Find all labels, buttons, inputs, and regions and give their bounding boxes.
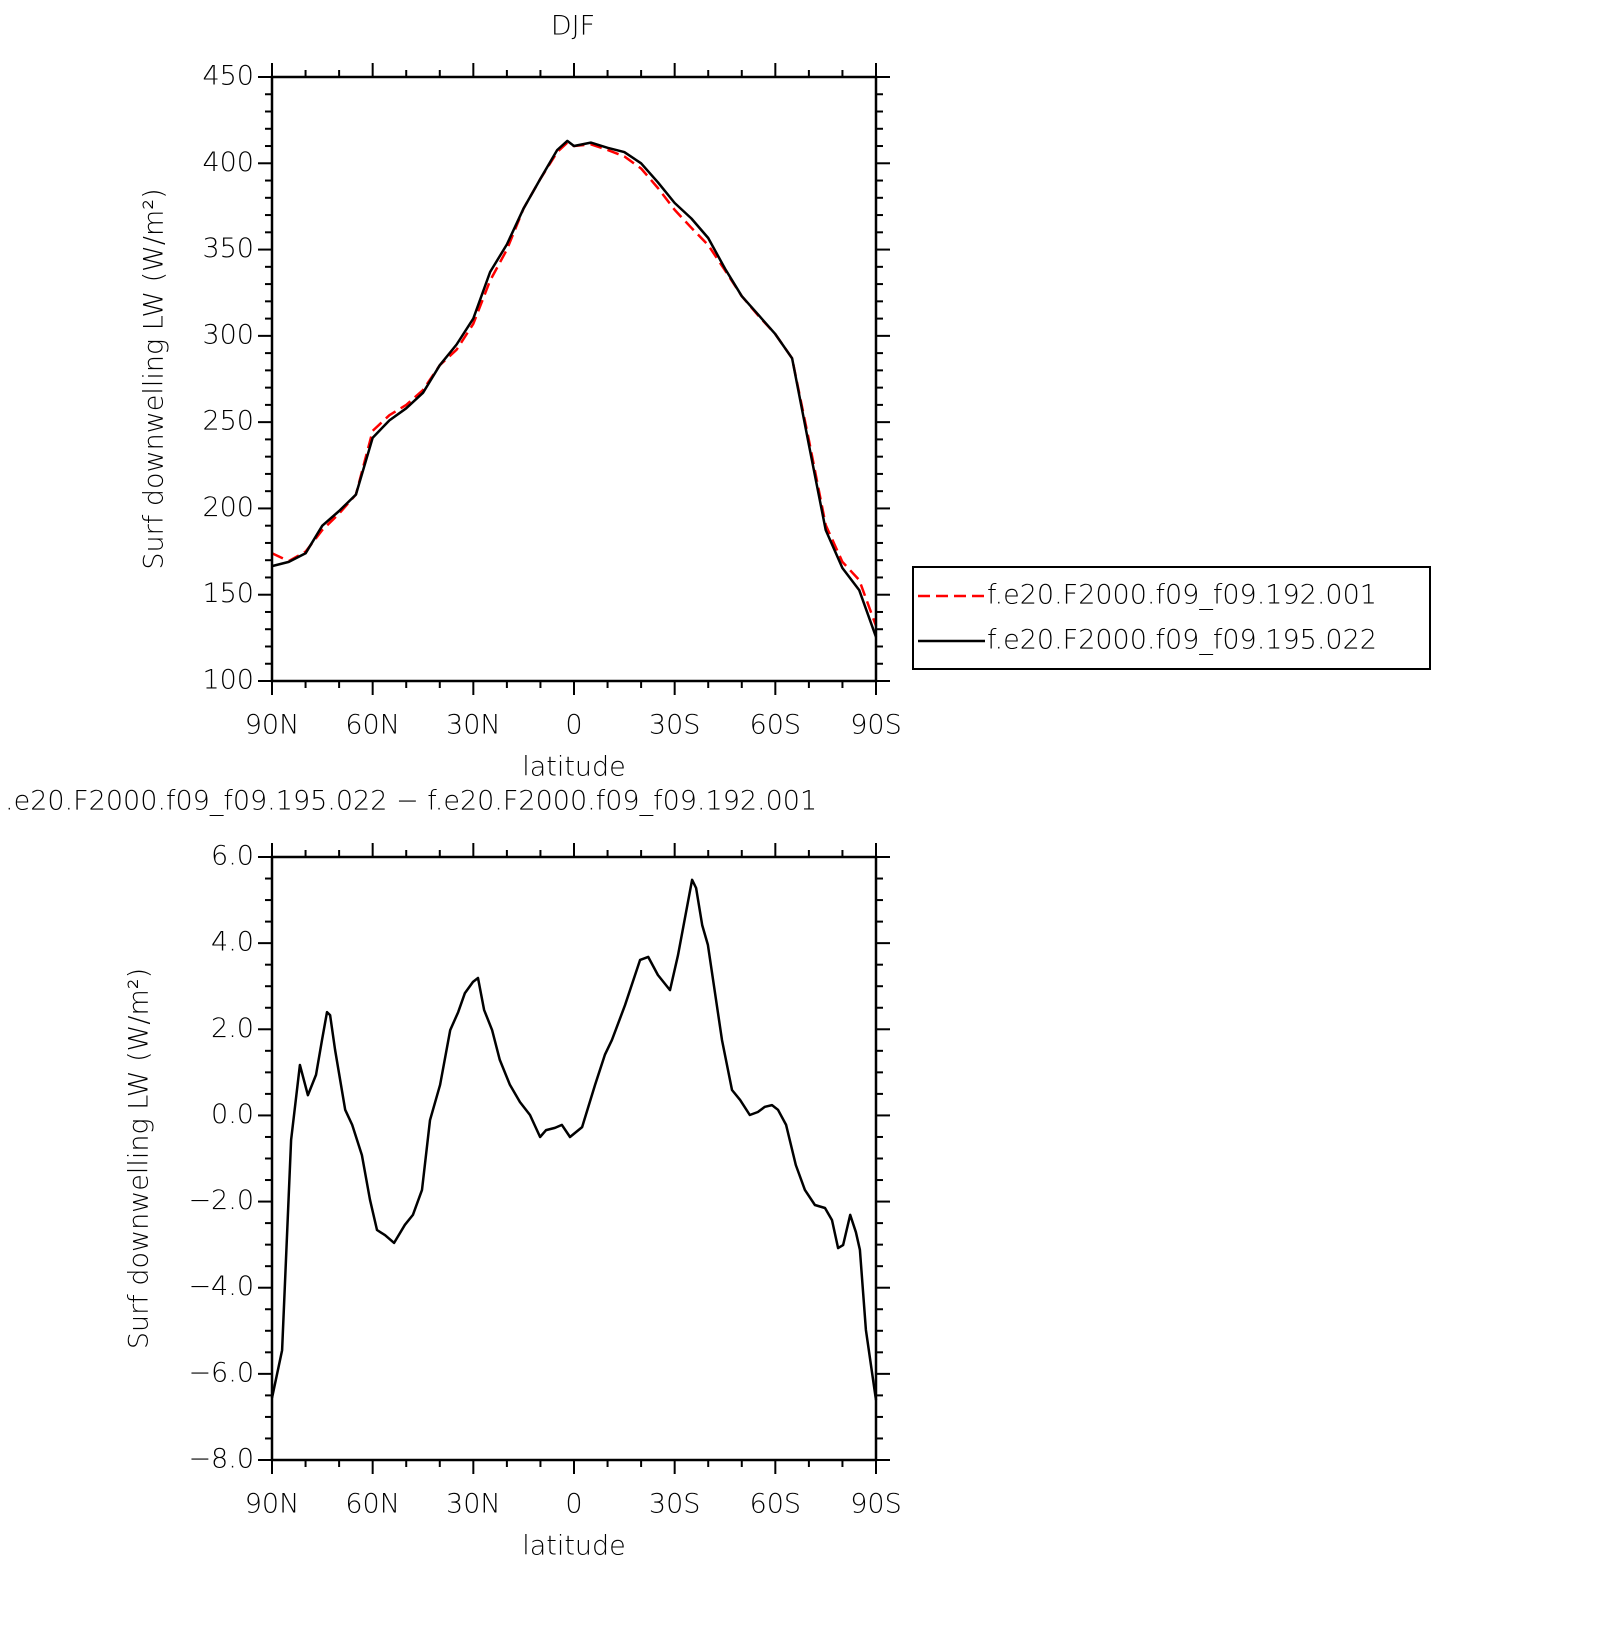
x-tick-label: 30N: [446, 710, 501, 741]
plot-frame: [270, 75, 878, 683]
chart-title: .e20.F2000.f09_f09.195.022 − f.e20.F2000…: [5, 786, 817, 817]
x-tick-label: 60S: [750, 1489, 802, 1520]
y-tick-label: −2.0: [188, 1185, 254, 1216]
x-axis-label: latitude: [522, 1531, 626, 1562]
x-tick-label: 60S: [750, 710, 802, 741]
y-tick-label: 4.0: [211, 927, 254, 958]
y-tick-label: 200: [202, 492, 254, 523]
data-line: [270, 878, 878, 1401]
y-tick-label: −6.0: [188, 1357, 254, 1388]
legend-label: f.e20.F2000.f09_f09.195.022: [987, 625, 1377, 656]
x-tick-label: 90S: [850, 710, 902, 741]
plot-frame: [270, 855, 878, 1462]
y-tick-label: 450: [202, 61, 254, 92]
y-tick-label: −8.0: [188, 1444, 254, 1475]
x-tick-label: 60N: [345, 710, 400, 741]
y-tick-label: 300: [202, 319, 254, 350]
data-line: [271, 139, 878, 638]
x-tick-label: 30S: [649, 710, 701, 741]
data-line: [271, 141, 878, 627]
y-tick-label: 250: [202, 406, 254, 437]
x-tick-label: 90N: [245, 710, 300, 741]
x-tick-label: 0: [565, 710, 582, 741]
y-tick-label: 400: [202, 147, 254, 178]
x-tick-label: 60N: [345, 1489, 400, 1520]
x-tick-label: 90S: [850, 1489, 902, 1520]
y-tick-label: 100: [202, 665, 254, 696]
y-axis-label: Surf downwelling LW (W/m²): [139, 188, 170, 569]
y-tick-label: 350: [202, 233, 254, 264]
x-tick-label: 30S: [649, 1489, 701, 1520]
chart-title: DJF: [551, 11, 595, 42]
y-tick-label: 6.0: [211, 841, 254, 872]
y-tick-label: 2.0: [211, 1013, 254, 1044]
x-tick-label: 0: [565, 1489, 582, 1520]
x-axis-label: latitude: [522, 752, 626, 783]
legend-box: [912, 566, 1431, 670]
x-tick-label: 30N: [446, 1489, 501, 1520]
x-tick-label: 90N: [245, 1489, 300, 1520]
y-axis-label: Surf downwelling LW (W/m²): [124, 968, 155, 1349]
y-tick-label: 0.0: [211, 1099, 254, 1130]
y-tick-label: −4.0: [188, 1271, 254, 1302]
y-tick-label: 150: [202, 578, 254, 609]
legend-label: f.e20.F2000.f09_f09.192.001: [987, 580, 1377, 611]
